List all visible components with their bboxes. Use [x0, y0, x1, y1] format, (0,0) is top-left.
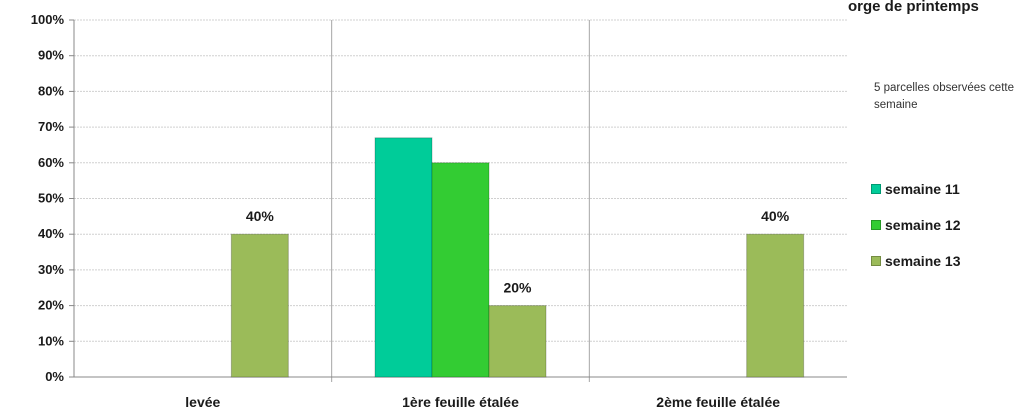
data-label: 40% — [246, 208, 275, 224]
y-tick-label: 20% — [38, 298, 64, 313]
chart-title: orge de printemps — [848, 0, 979, 15]
chart-note: 5 parcelles observées cette semaine — [874, 82, 1014, 111]
bar-semaine-12-cat-1 — [431, 162, 490, 378]
legend-label-semaine-12: semaine 12 — [885, 216, 961, 233]
y-tick-label: 90% — [38, 48, 64, 63]
y-tick-label: 40% — [38, 226, 64, 241]
legend-item-semaine-12: semaine 12 — [871, 213, 961, 236]
legend-label-semaine-11: semaine 11 — [885, 180, 960, 197]
legend-swatch-semaine-13 — [871, 255, 881, 266]
legend-swatch-semaine-11 — [871, 183, 881, 194]
y-tick-label: 80% — [38, 83, 64, 98]
bar-semaine-11-cat-1 — [374, 137, 433, 378]
legend-swatch-semaine-12 — [871, 219, 881, 230]
y-tick-label: 50% — [38, 191, 64, 206]
bar-semaine-13-cat-2 — [746, 233, 805, 378]
legend-item-semaine-13: semaine 13 — [871, 249, 961, 272]
x-category-label: 1ère feuille étalée — [402, 394, 519, 410]
bar-semaine-13-cat-1 — [488, 305, 547, 378]
y-tick-label: 70% — [38, 119, 64, 134]
data-label: 40% — [761, 208, 790, 224]
legend: semaine 11 semaine 12 semaine 13 — [871, 177, 961, 285]
y-tick-label: 60% — [38, 155, 64, 170]
y-tick-label: 100% — [31, 12, 65, 27]
x-category-label: 2ème feuille étalée — [656, 394, 780, 410]
y-tick-label: 30% — [38, 262, 64, 277]
bar-semaine-13-cat-0 — [230, 233, 289, 378]
data-label: 20% — [503, 280, 532, 296]
legend-item-semaine-11: semaine 11 — [871, 177, 961, 200]
x-category-label: levée — [185, 394, 220, 410]
y-tick-label: 0% — [45, 369, 64, 384]
legend-label-semaine-13: semaine 13 — [885, 252, 961, 269]
y-tick-label: 10% — [38, 333, 64, 348]
